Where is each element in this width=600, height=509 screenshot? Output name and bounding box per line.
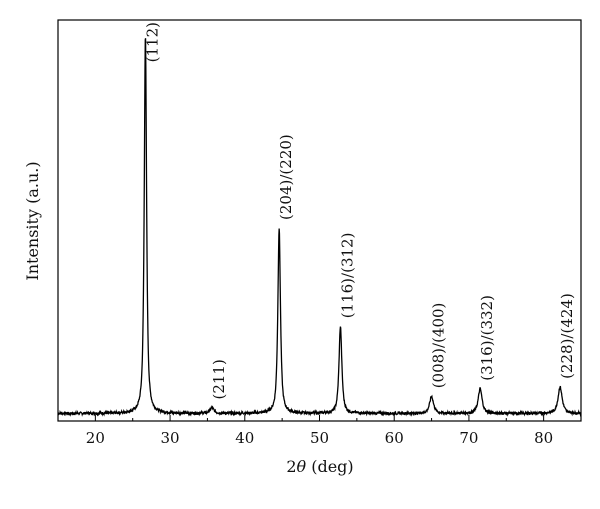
peak-label: (228)/(424) [558,293,576,379]
x-tick-label: 70 [459,429,478,447]
peak-label: (316)/(332) [478,295,496,381]
peak-label: (204)/(220) [277,134,295,220]
x-tick-label: 60 [385,429,404,447]
plot-frame [57,19,582,422]
x-axis-title-variable: θ [297,457,307,476]
x-tick-label: 50 [310,429,329,447]
x-tick-label: 40 [235,429,254,447]
plot-area [57,38,582,417]
peak-label: (008)/(400) [430,303,448,389]
peak-label: (116)/(312) [338,233,356,319]
x-axis-title-prefix: 2 [286,457,296,476]
xrd-pattern-line [57,38,582,417]
x-tick-label: 80 [534,429,553,447]
x-axis-title: 2θ (deg) [286,457,353,476]
peak-label: (211) [210,359,228,399]
x-tick-label: 20 [86,429,105,447]
x-axis: 20 30 40 50 60 70 80 [57,415,582,447]
x-axis-title-suffix: (deg) [306,457,354,476]
peak-label: (112) [143,22,161,62]
x-tick-label: 30 [161,429,180,447]
peak-labels: (112) (211) (204)/(220) (116)/(312) (008)/(4… [143,22,576,400]
y-axis-title: Intensity (a.u.) [23,161,42,280]
